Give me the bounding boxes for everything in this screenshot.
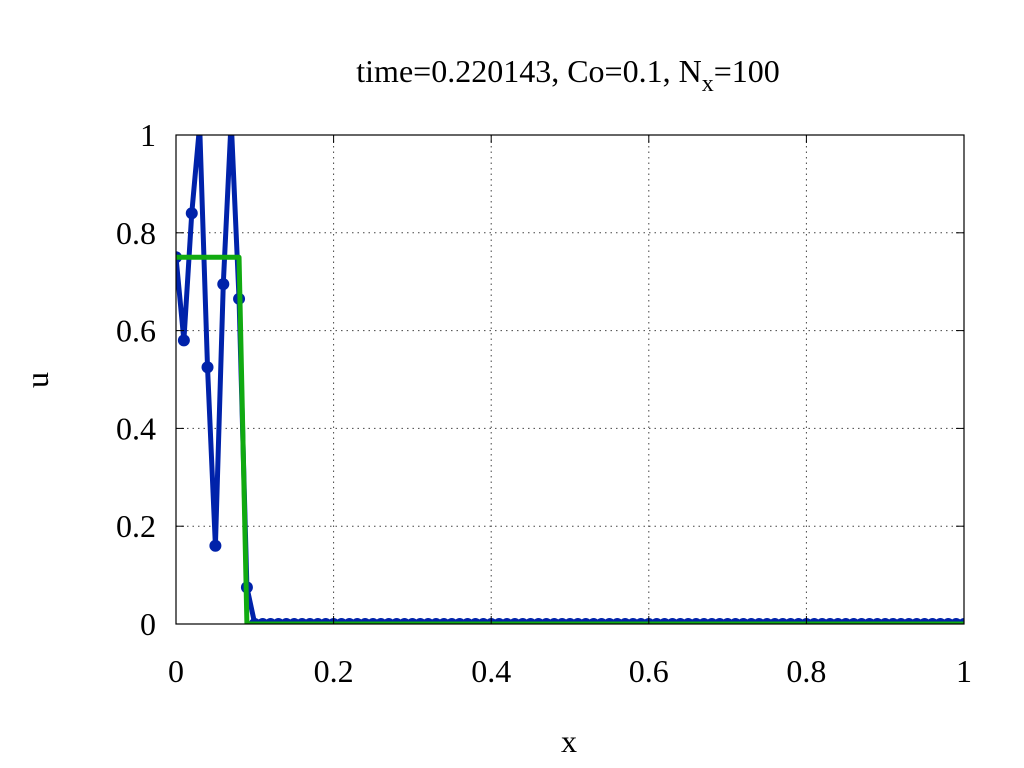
grid [176, 135, 964, 624]
ticks [175, 134, 965, 625]
chart-title-main: time=0.220143, Co=0.1, N [356, 53, 701, 89]
series-2-line [176, 254, 964, 624]
series-layer [176, 135, 964, 624]
y-tick-label: 0.6 [116, 313, 156, 349]
y-tick-label: 0.8 [116, 215, 156, 251]
chart-title: time=0.220143, Co=0.1, Nx=100 [356, 53, 779, 97]
series-1-point [201, 361, 214, 374]
x-axis-label: x [561, 723, 577, 759]
y-tick-label: 0.4 [116, 410, 156, 446]
x-tick-label: 0.4 [471, 653, 511, 689]
tick-labels: 0 0.2 0.4 0.6 0.8 1 0 0.2 0.4 0.6 0.8 1 [116, 117, 972, 689]
y-axis-label: u [19, 372, 55, 388]
series-1-point [177, 334, 190, 347]
series-2 [176, 254, 964, 624]
y-tick-label: 1 [140, 117, 156, 153]
x-tick-label: 1 [956, 653, 972, 689]
x-tick-label: 0.6 [629, 653, 669, 689]
chart-title-subscript: x [702, 71, 714, 97]
series-1-point [217, 278, 230, 291]
x-tick-label: 0.8 [786, 653, 826, 689]
y-tick-label: 0.2 [116, 508, 156, 544]
x-tick-label: 0 [168, 653, 184, 689]
chart-title-suffix: =100 [714, 53, 780, 89]
x-tick-label: 0.2 [314, 653, 354, 689]
series-1-point [185, 207, 198, 220]
plot-frame [175, 134, 965, 625]
y-tick-label: 0 [140, 606, 156, 642]
series-1-point [209, 539, 222, 552]
